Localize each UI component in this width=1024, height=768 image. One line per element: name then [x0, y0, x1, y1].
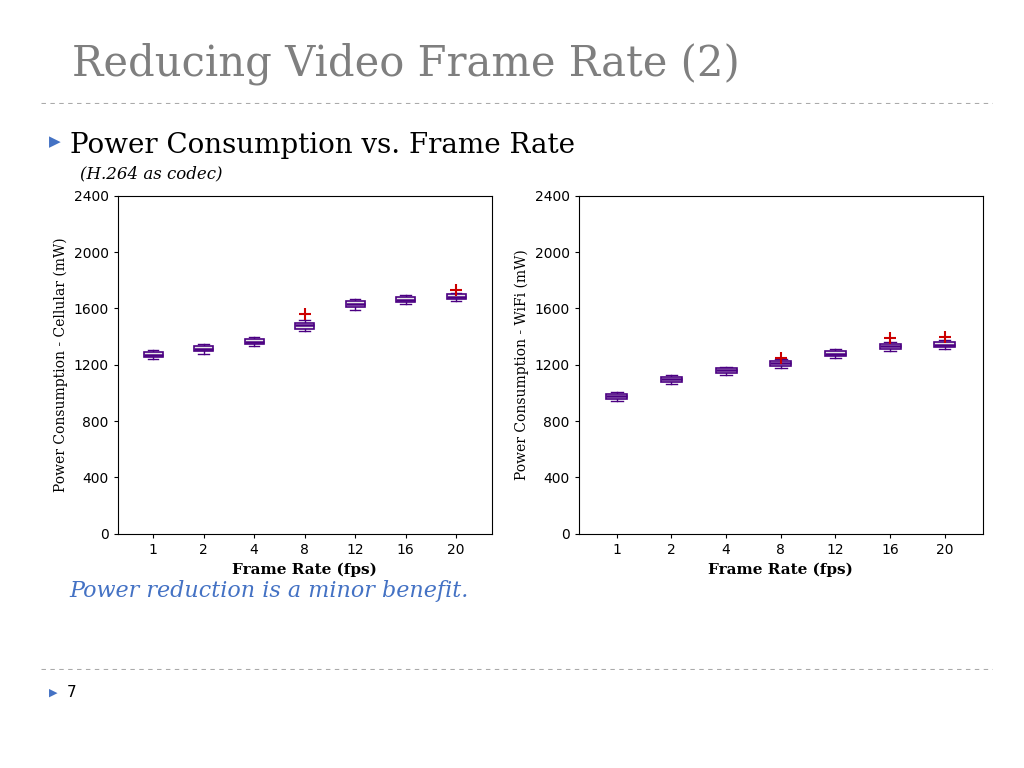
Text: Power reduction is a minor benefit.: Power reduction is a minor benefit. [70, 580, 469, 602]
Text: Reducing Video Frame Rate (2): Reducing Video Frame Rate (2) [72, 42, 739, 84]
Bar [934, 343, 955, 347]
Bar [143, 353, 163, 357]
Bar [770, 361, 792, 366]
Bar [446, 294, 466, 300]
Bar [194, 346, 213, 352]
Bar [245, 339, 264, 344]
Bar [295, 323, 314, 329]
X-axis label: Frame Rate (fps): Frame Rate (fps) [709, 562, 853, 577]
Bar [716, 369, 736, 372]
Y-axis label: Power Consumption - WiFi (mW): Power Consumption - WiFi (mW) [514, 250, 528, 480]
Bar [606, 395, 628, 399]
X-axis label: Frame Rate (fps): Frame Rate (fps) [232, 562, 377, 577]
Text: Power Consumption vs. Frame Rate: Power Consumption vs. Frame Rate [70, 132, 574, 159]
Bar [345, 302, 365, 307]
Bar [396, 297, 416, 302]
Y-axis label: Power Consumption - Cellular (mW): Power Consumption - Cellular (mW) [53, 237, 68, 492]
Text: ▶: ▶ [49, 134, 60, 150]
Text: ▶: ▶ [49, 687, 57, 697]
Bar [825, 352, 846, 356]
Bar [880, 344, 900, 349]
Text: (H.264 as codec): (H.264 as codec) [80, 165, 222, 182]
Bar [662, 377, 682, 382]
Text: 7: 7 [67, 685, 76, 700]
